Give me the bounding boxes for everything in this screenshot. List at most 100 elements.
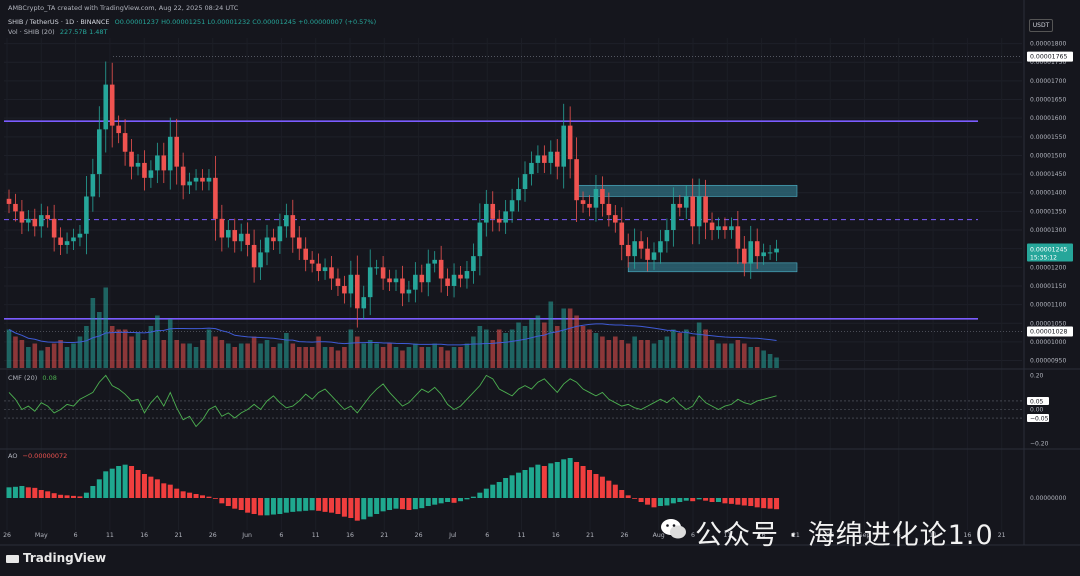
- volume-bar: [445, 350, 450, 368]
- volume-bar: [406, 347, 412, 368]
- volume-bar: [761, 350, 766, 368]
- ao-bar: [393, 498, 399, 509]
- candle-body: [690, 196, 695, 227]
- ao-bar: [638, 498, 644, 502]
- volume-bar: [77, 336, 83, 368]
- ao-bar: [322, 498, 328, 512]
- candle-body: [722, 226, 728, 231]
- ao-bar: [161, 483, 167, 498]
- candle-body: [251, 244, 257, 268]
- ao-bar: [32, 487, 38, 498]
- volume-bar: [535, 315, 541, 368]
- volume-bar: [348, 329, 354, 368]
- candle-body: [645, 248, 650, 260]
- ao-bar: [51, 493, 57, 498]
- volume-bar: [567, 308, 573, 368]
- candle-body: [767, 252, 773, 254]
- candle-body: [464, 271, 470, 279]
- volume-bar: [767, 354, 773, 368]
- volume-bars: [6, 287, 779, 368]
- candle-body: [51, 218, 57, 238]
- candle-body: [619, 222, 625, 245]
- time-tick-label: 6: [897, 532, 901, 539]
- candle-body: [709, 222, 715, 231]
- time-tick-label: 21: [998, 532, 1006, 539]
- ao-bar: [277, 498, 283, 514]
- ao-bar: [180, 491, 186, 498]
- time-tick-label: 11: [929, 532, 937, 539]
- cmf-badge: [1027, 414, 1049, 423]
- price-tick-label: 0.00001450: [1030, 171, 1066, 178]
- candle-body: [135, 162, 141, 167]
- candle-body: [180, 166, 186, 186]
- volume-bar: [367, 340, 373, 368]
- volume-bar: [580, 326, 586, 368]
- volume-bar: [587, 329, 592, 368]
- volume-bar: [400, 350, 405, 368]
- candle-body: [367, 267, 373, 298]
- candle-body: [103, 84, 109, 130]
- last-price-label: 0.00001245: [1030, 247, 1067, 254]
- volume-bar: [496, 329, 502, 368]
- time-tick-label: 11: [723, 532, 731, 539]
- ohlc-values: O0.00001237 H0.00001251 L0.00001232 C0.0…: [114, 18, 377, 26]
- volume-bar: [645, 340, 650, 368]
- ao-bar: [219, 498, 225, 504]
- candle-body: [748, 241, 754, 264]
- cmf-tick-label: 0.20: [1030, 372, 1044, 379]
- candle-body: [606, 203, 612, 216]
- volume-bar: [709, 340, 715, 368]
- volume-bar: [593, 333, 599, 368]
- candle-body: [432, 259, 437, 264]
- candle-body: [393, 278, 399, 283]
- volume-bar: [148, 326, 154, 368]
- cmf-line: [8, 374, 777, 428]
- volume-bar: [290, 343, 296, 368]
- time-tick-label: 26: [209, 532, 217, 539]
- candle-body: [316, 263, 321, 272]
- ao-bar: [516, 472, 522, 498]
- price-axis[interactable]: 0.00001800 0.00001750 0.00001700 0.00001650…: [1027, 41, 1073, 365]
- symbol-title: SHIB / TetherUS · 1D · BINANCE: [8, 18, 110, 26]
- price-tick-label: 0.00001600: [1030, 115, 1066, 122]
- currency-badge[interactable]: USDT: [1029, 19, 1053, 32]
- ao-bar: [77, 496, 83, 498]
- volume-bar: [451, 347, 457, 368]
- ao-bar: [496, 482, 502, 498]
- candle-body: [167, 136, 173, 171]
- tradingview-logo[interactable]: TradingView: [6, 551, 106, 565]
- candle-body: [200, 177, 205, 182]
- candle-body: [290, 215, 296, 238]
- ao-bar: [329, 498, 334, 513]
- candle-body: [600, 189, 605, 204]
- ao-bar: [445, 498, 451, 502]
- price-tick-label: 0.00001750: [1030, 59, 1066, 66]
- ao-bar: [303, 498, 309, 511]
- ao-bar: [225, 498, 231, 506]
- ao-bar: [619, 490, 625, 498]
- volume-bar: [696, 322, 702, 368]
- time-axis[interactable]: 26 May 6 11 16 21 26 Jun 6 11 16 21 26 Jul 6 11 16 21 26 Au…: [3, 532, 1006, 539]
- cmf-tick-label: −0.20: [1030, 441, 1049, 448]
- volume-bar: [542, 322, 547, 368]
- volume-bar: [109, 326, 115, 368]
- ao-bar: [354, 498, 360, 521]
- volume-bar: [529, 319, 534, 368]
- ao-bar: [200, 495, 205, 498]
- price-tick-label: 0.00001650: [1030, 97, 1066, 104]
- candle-body: [516, 189, 521, 201]
- candle-body: [413, 274, 418, 290]
- ao-bar: [419, 498, 425, 509]
- ao-bar: [309, 498, 315, 511]
- time-tick-label: Jul: [448, 532, 457, 539]
- time-tick-label: 21: [175, 532, 183, 539]
- ao-bar: [90, 486, 96, 498]
- time-tick-label: Sep: [859, 532, 871, 539]
- panel-separators[interactable]: [0, 0, 1080, 546]
- time-tick-label: 26: [826, 532, 834, 539]
- ao-bar: [664, 498, 670, 506]
- candle-body: [26, 218, 31, 223]
- ao-bar: [71, 495, 76, 498]
- volume-bar: [335, 350, 341, 368]
